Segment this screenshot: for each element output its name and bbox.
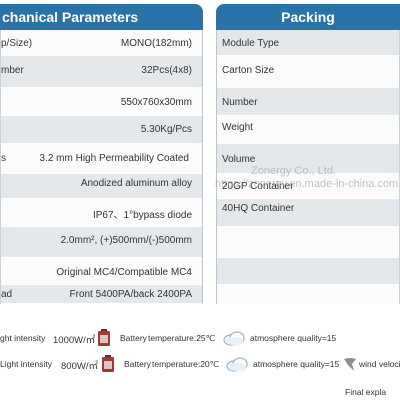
mechanical-parameters-header: chanical Parameters [0,4,203,30]
atmosphere-quality: atmosphere quality=15 [253,359,340,369]
packing-label: Number [222,97,258,108]
packing-label: 20GP Container [222,181,294,192]
table-row: 20GP Container [217,174,399,199]
packing-label: Carton Size [222,65,275,76]
param-label: s [1,153,6,164]
table-row: ad Front 5400PA/back 2400PA [1,285,202,304]
table-row [217,258,399,285]
table-row: s 3.2 mm High Permeability Coated [1,144,202,174]
table-row: mber 32Pcs(4x8) [1,56,202,88]
light-intensity-label: Light intensity [0,359,52,369]
battery-icon [102,355,114,372]
packing-label: 40HQ Container [222,203,295,214]
mechanical-parameters-table: p/Size) MONO(182mm) mber 32Pcs(4x8) 550x… [0,30,203,304]
param-value: 2.0mm², (+)500mm/(-)500mm [60,235,192,246]
packing-header: Packing [216,4,400,30]
wind-velocity-label: wind velocit [359,359,400,369]
param-value: MONO(182mm) [120,38,192,49]
param-value: 3.2 mm High Permeability Coated [39,153,189,164]
cloud-icon [223,331,245,346]
table-row: Volume [217,144,399,174]
table-row: 550x760x30mm [1,88,202,116]
table-row: IP67、1°bypass diode [1,199,202,227]
param-value: 32Pcs(4x8) [141,65,192,76]
table-row: 5.30Kg/Pcs [1,116,202,144]
cloud-icon [226,357,248,372]
wind-icon [344,358,356,371]
light-intensity-label: ght intensity [0,333,46,343]
table-row [217,285,399,304]
test-conditions-row: ght intensity 1000W/㎡ Battery temperatur… [0,328,400,348]
packing-label: Module Type [222,38,280,49]
mechanical-parameters-panel: chanical Parameters p/Size) MONO(182mm) … [0,4,203,304]
battery-label: Battery [120,333,147,343]
battery-temperature: temperature:25℃ [148,333,216,343]
param-value: Front 5400PA/back 2400PA [69,289,193,300]
param-value: Original MC4/Compatible MC4 [56,267,192,278]
packing-panel: Packing Module Type Carton Size Number W… [216,4,400,304]
watermark: Zonergy Co., Ltd. https://zonergy.en.mad… [215,165,398,191]
table-row: Module Type [217,30,399,56]
packing-label: Volume [222,154,256,165]
param-label: p/Size) [1,38,33,49]
table-row: 2.0mm², (+)500mm/(-)500mm [1,227,202,258]
table-row: Original MC4/Compatible MC4 [1,258,202,285]
battery-label: Battery [124,359,151,369]
param-value: 5.30Kg/Pcs [140,124,192,135]
packing-label: Weight [222,122,253,133]
table-row: Number [217,88,399,116]
table-row [217,227,399,258]
panel-divider [202,30,203,304]
param-value: 550x760x30mm [120,97,192,108]
table-row: Anodized aluminum alloy [1,174,202,199]
param-label: mber [1,65,24,76]
table-row: 40HQ Container [217,199,399,227]
panel-divider [216,30,217,304]
table-row: Carton Size [217,56,399,88]
final-explanation-note: Final expla [345,387,387,397]
battery-icon [98,329,110,346]
table-row: p/Size) MONO(182mm) [1,30,202,56]
packing-table: Module Type Carton Size Number Weight Vo… [216,30,400,304]
param-value: Anodized aluminum alloy [80,178,192,189]
test-conditions-row: Light intensity 800W/㎡ Battery temperatu… [0,354,400,374]
table-row: Weight [217,116,399,144]
light-intensity-value: 800W/㎡ [61,361,98,372]
light-intensity-value: 1000W/㎡ [53,335,96,346]
atmosphere-quality: atmosphere quality=15 [250,333,337,343]
battery-temperature: temperature:20℃ [152,359,220,369]
watermark-url: https://zonergy.en.made-in-china.com [215,178,399,190]
param-label: ad [1,289,13,300]
param-value: IP67、1°bypass diode [92,210,192,221]
watermark-company: Zonergy Co., Ltd. [251,165,336,177]
